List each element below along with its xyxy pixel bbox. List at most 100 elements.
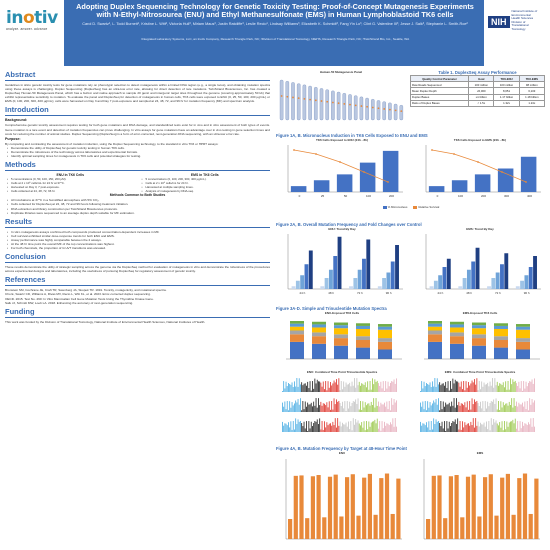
chart-bar — [337, 236, 342, 289]
target-bar — [367, 473, 372, 539]
figure-3d-title: EMS: Combined Time Point Trinucleotide S… — [444, 370, 516, 374]
trinucleotide-bar — [439, 410, 441, 412]
chromosome-bar — [336, 91, 341, 121]
trinucleotide-bar — [372, 421, 373, 432]
trinucleotide-bar — [534, 426, 535, 432]
trinucleotide-bar — [462, 389, 463, 392]
trinucleotide-bar — [505, 429, 507, 432]
poster-header: inotiv analyze. answer. advance Adopting… — [0, 0, 550, 66]
trinucleotide-bar — [304, 383, 306, 392]
trinucleotide-bar — [454, 419, 456, 432]
target-marker — [297, 97, 300, 100]
trinucleotide-bar — [392, 381, 394, 392]
chromosome-bar — [319, 88, 324, 121]
mutagenesis-panel-figure: Human-50 Mutagenesis Panel — [276, 70, 406, 130]
trinucleotide-bar — [351, 381, 353, 392]
trinucleotide-bar — [459, 386, 461, 392]
chart-bar — [533, 256, 537, 289]
trinucleotide-bar — [379, 385, 381, 392]
trinucleotide-bar — [460, 429, 462, 432]
trinucleotide-bar — [374, 407, 376, 412]
introduction-heading: Introduction — [5, 105, 270, 117]
trinucleotide-bar — [530, 381, 532, 392]
trinucleotide-bar — [356, 378, 358, 392]
target-marker — [337, 102, 340, 105]
trinucleotide-bar — [478, 381, 480, 392]
trinucleotide-bar — [337, 384, 339, 392]
trinucleotide-bar — [303, 409, 305, 412]
trinucleotide-bar — [376, 418, 378, 432]
trinucleotide-bar — [386, 388, 388, 392]
trinucleotide-bar — [387, 423, 389, 432]
trinucleotide-bar — [378, 428, 379, 432]
chart-bar — [382, 278, 387, 289]
chart-bar — [475, 247, 480, 289]
trinucleotide-bar — [297, 399, 299, 412]
trinucleotide-bar — [454, 379, 456, 392]
chart-bar — [487, 286, 491, 289]
trinucleotide-bar — [292, 421, 294, 432]
x-tick-label: 200 — [389, 194, 394, 198]
chart-bar — [357, 269, 362, 289]
figure-2-title: Figure 2A, B. Overall Mutation Frequency… — [276, 222, 422, 227]
target-bar — [522, 473, 528, 539]
trinucleotide-bar — [326, 402, 328, 412]
trinucleotide-bar — [464, 422, 466, 432]
reference-item: Bronstein SM, Cochrane JE, Craft TR, Swe… — [5, 288, 167, 293]
trinucleotide-bar — [513, 423, 515, 432]
trinucleotide-bar — [444, 406, 445, 412]
spectrum-segment — [378, 349, 392, 359]
trinucleotide-bar — [472, 418, 474, 432]
trinucleotide-bar — [525, 423, 527, 432]
trinucleotide-bar — [510, 421, 511, 432]
trinucleotide-bar — [460, 403, 462, 412]
target-marker — [400, 110, 403, 113]
trinucleotide-bar — [355, 387, 357, 392]
target-marker — [377, 107, 380, 110]
trinucleotide-bar — [516, 383, 517, 392]
chromosome-bar — [331, 90, 335, 121]
spectrum-segment — [428, 326, 442, 331]
trinucleotide-bar — [342, 422, 343, 432]
trinucleotide-bar — [388, 425, 390, 432]
trinucleotide-bar — [444, 421, 445, 432]
trinucleotide-bar — [447, 428, 449, 432]
trinucleotide-bar — [336, 379, 337, 392]
target-bar — [373, 514, 378, 539]
trinucleotide-bar — [394, 418, 396, 432]
trinucleotide-bar — [302, 401, 304, 412]
trinucleotide-bar — [458, 401, 460, 412]
figure-1b-chart: 0 100 200 300 400 — [425, 145, 541, 198]
figure-3-title: Figure 3A-D. Simple and Trinucleotide Mu… — [276, 306, 387, 311]
trinucleotide-bar — [336, 399, 337, 412]
target-bar — [345, 477, 350, 539]
trinucleotide-bar — [450, 426, 451, 432]
trinucleotide-bar — [344, 401, 346, 412]
x-tick-label: 0 — [437, 194, 439, 198]
trinucleotide-bar — [489, 430, 491, 432]
x-tick-label: 0 — [299, 194, 301, 198]
trinucleotide-bar — [444, 385, 445, 392]
trinucleotide-bar — [396, 426, 397, 432]
trinucleotide-bar — [438, 421, 439, 432]
trinucleotide-bar — [349, 429, 351, 432]
chart-bar — [428, 186, 445, 192]
trinucleotide-bar — [451, 401, 453, 412]
poster-title: Adopting Duplex Sequencing Technology fo… — [76, 2, 474, 20]
trinucleotide-bar — [502, 402, 504, 412]
trinucleotide-bar — [445, 402, 447, 412]
chart-bar — [504, 253, 509, 289]
spectrum-segment — [290, 341, 304, 359]
trinucleotide-bar — [447, 404, 449, 412]
trinucleotide-bar — [380, 402, 382, 412]
trinucleotide-bar — [512, 379, 514, 392]
trinucleotide-bar — [507, 405, 509, 412]
target-bar — [322, 517, 327, 539]
trinucleotide-bar — [314, 420, 316, 432]
trinucleotide-bar — [518, 381, 520, 392]
trinucleotide-bar — [446, 404, 448, 412]
trinucleotide-bar — [424, 386, 426, 392]
trinucleotide-bar — [294, 381, 295, 392]
trinucleotide-bar — [309, 381, 311, 392]
methods-grid: ENU in TK6 Cells 5 concentrations (0, 50… — [5, 173, 270, 193]
